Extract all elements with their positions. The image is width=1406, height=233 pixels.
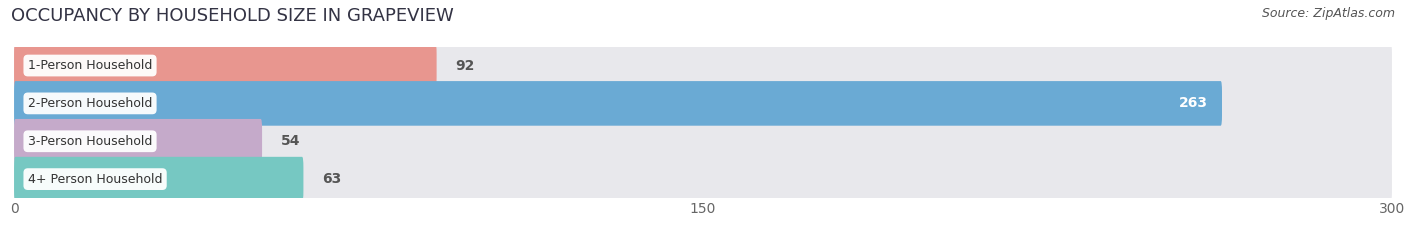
FancyBboxPatch shape	[14, 43, 437, 88]
FancyBboxPatch shape	[14, 119, 1392, 164]
Text: 54: 54	[280, 134, 299, 148]
FancyBboxPatch shape	[14, 157, 304, 201]
FancyBboxPatch shape	[14, 81, 1222, 126]
Text: 3-Person Household: 3-Person Household	[28, 135, 152, 148]
FancyBboxPatch shape	[14, 119, 262, 164]
Text: 263: 263	[1180, 96, 1208, 110]
Text: 1-Person Household: 1-Person Household	[28, 59, 152, 72]
FancyBboxPatch shape	[14, 43, 1392, 88]
FancyBboxPatch shape	[14, 157, 1392, 201]
Text: 4+ Person Household: 4+ Person Household	[28, 173, 162, 186]
Text: 63: 63	[322, 172, 342, 186]
Text: Source: ZipAtlas.com: Source: ZipAtlas.com	[1261, 7, 1395, 20]
Text: 92: 92	[456, 58, 474, 72]
Text: OCCUPANCY BY HOUSEHOLD SIZE IN GRAPEVIEW: OCCUPANCY BY HOUSEHOLD SIZE IN GRAPEVIEW	[11, 7, 454, 25]
FancyBboxPatch shape	[14, 81, 1392, 126]
Text: 2-Person Household: 2-Person Household	[28, 97, 152, 110]
